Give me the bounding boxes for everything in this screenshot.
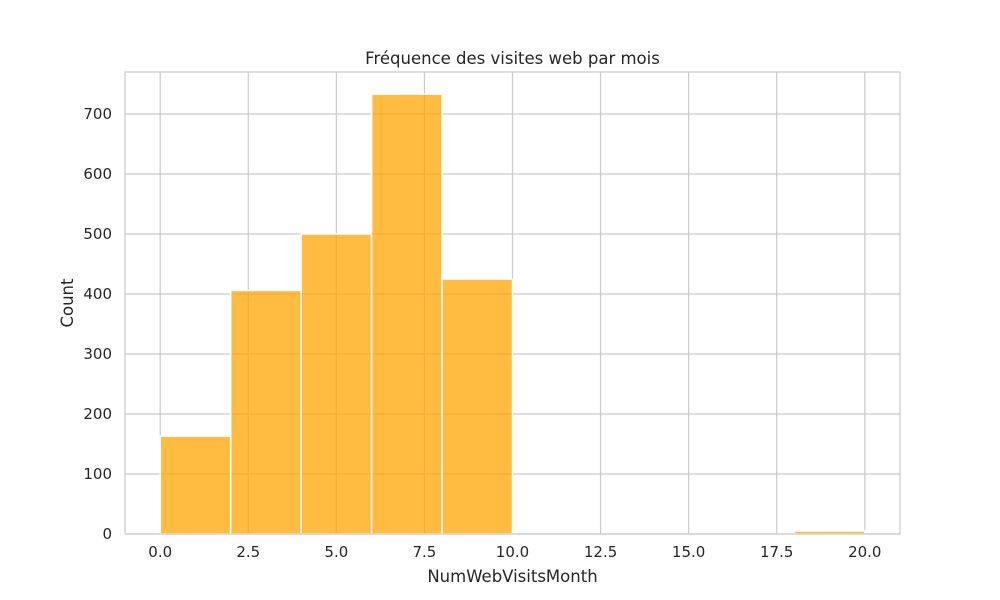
y-tick-label: 300	[83, 345, 112, 363]
y-tick-label: 700	[83, 105, 112, 123]
x-tick-label: 7.5	[413, 543, 437, 561]
y-tick-label: 600	[83, 165, 112, 183]
histogram-bar	[229, 289, 302, 535]
y-tick-label: 100	[83, 465, 112, 483]
x-tick-label: 15.0	[672, 543, 705, 561]
x-tick-label: 0.0	[148, 543, 172, 561]
y-tick-label: 400	[83, 285, 112, 303]
x-tick-label: 12.5	[584, 543, 617, 561]
y-tick-labels: 0 100 200 300 400 500 600 700	[83, 105, 112, 543]
y-axis-title: Count	[58, 278, 77, 328]
x-tick-label: 2.5	[236, 543, 260, 561]
plot-area-frame	[124, 71, 901, 535]
x-tick-label: 10.0	[496, 543, 529, 561]
y-tick-label: 200	[83, 405, 112, 423]
histogram-bar	[300, 233, 373, 535]
histogram-bars	[159, 93, 866, 535]
y-tick-label: 500	[83, 225, 112, 243]
x-axis-title: NumWebVisitsMonth	[427, 567, 597, 586]
histogram-bar	[159, 435, 232, 535]
y-tick-label: 0	[102, 525, 112, 543]
x-tick-label: 17.5	[760, 543, 793, 561]
chart-title: Fréquence des visites web par mois	[365, 49, 660, 68]
x-tick-label: 5.0	[324, 543, 348, 561]
histogram-bar	[370, 93, 443, 535]
x-tick-labels: 0.0 2.5 5.0 7.5 10.0 12.5 15.0 17.5 20.0	[148, 543, 881, 561]
histogram-bar	[441, 278, 514, 535]
x-tick-label: 20.0	[848, 543, 881, 561]
